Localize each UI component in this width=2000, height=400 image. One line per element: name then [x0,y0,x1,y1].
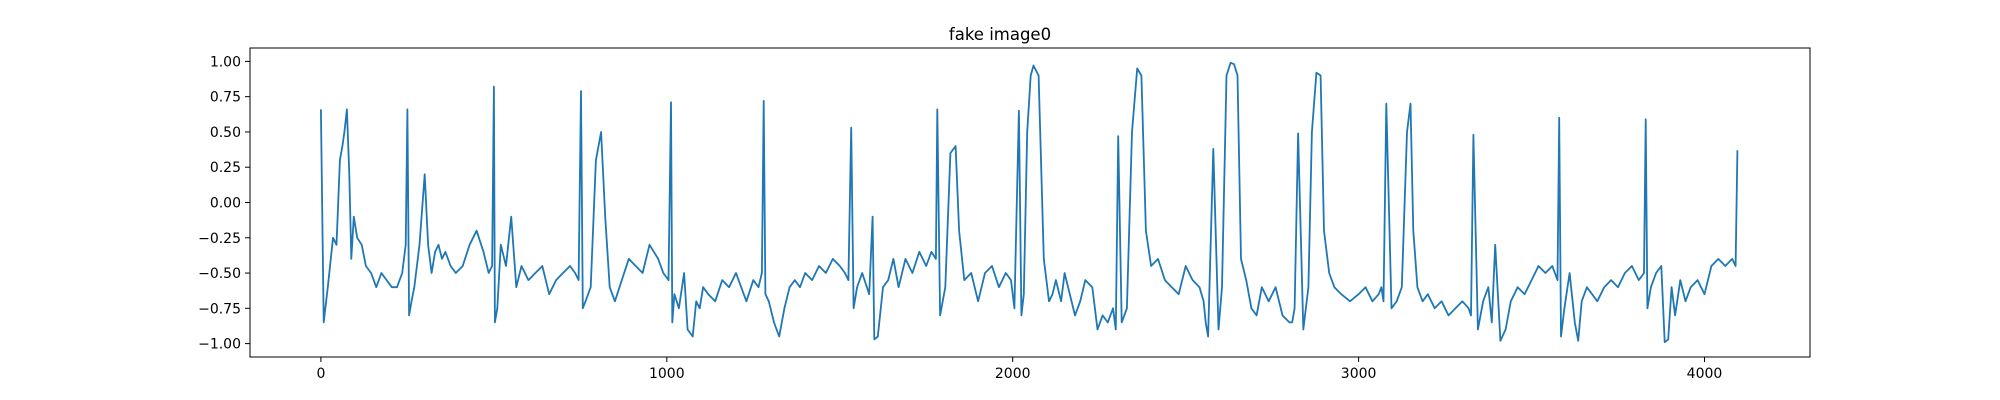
y-tick-label: 0.25 [210,160,241,176]
x-axis: 0 1000 2000 3000 4000 [316,357,1722,382]
plot-area [320,61,1739,344]
x-tick-label: 4000 [1687,366,1723,382]
chart-title: fake image0 [949,25,1051,44]
y-tick-label: −0.75 [198,301,241,317]
y-tick-label: 0.50 [210,125,241,141]
y-tick-label: −1.00 [198,337,241,353]
x-tick-label: 3000 [1341,366,1377,382]
series-line-0 [320,61,1739,344]
y-tick-label: −0.50 [198,266,241,282]
x-tick-label: 1000 [649,366,685,382]
y-tick-label: −0.25 [198,231,241,247]
y-tick-label: 0.00 [210,196,241,212]
y-tick-label: 1.00 [210,54,241,70]
axes-frame [249,47,1811,358]
y-tick-label: 0.75 [210,90,241,106]
x-tick-label: 0 [316,366,325,382]
y-axis: −1.00 −0.75 −0.50 −0.25 0.00 0.25 0.50 0.75 1.00 [198,54,250,353]
x-tick-label: 2000 [995,366,1031,382]
